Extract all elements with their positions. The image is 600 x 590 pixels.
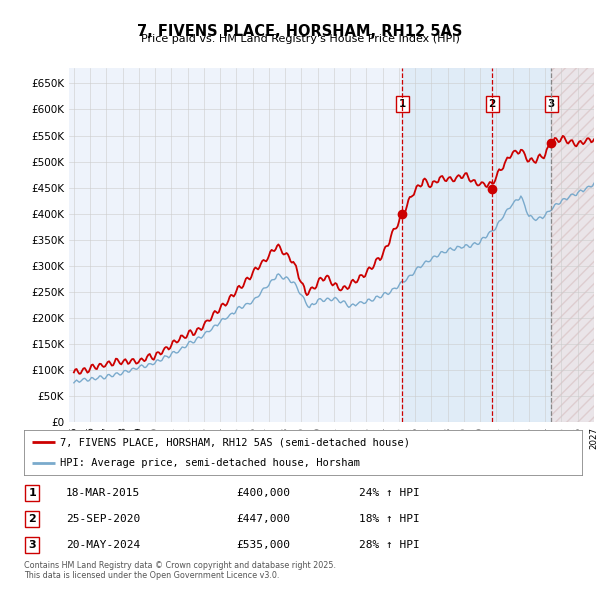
Text: 7, FIVENS PLACE, HORSHAM, RH12 5AS (semi-detached house): 7, FIVENS PLACE, HORSHAM, RH12 5AS (semi…: [60, 437, 410, 447]
Text: 18% ↑ HPI: 18% ↑ HPI: [359, 514, 419, 524]
Text: £535,000: £535,000: [236, 540, 290, 550]
Text: £400,000: £400,000: [236, 487, 290, 497]
Text: 1: 1: [399, 99, 406, 109]
Text: 28% ↑ HPI: 28% ↑ HPI: [359, 540, 419, 550]
Text: 24% ↑ HPI: 24% ↑ HPI: [359, 487, 419, 497]
Bar: [551, 68, 594, 422]
Text: 3: 3: [29, 540, 36, 550]
Text: £447,000: £447,000: [236, 514, 290, 524]
Text: 3: 3: [548, 99, 555, 109]
Text: 2: 2: [488, 99, 496, 109]
Text: HPI: Average price, semi-detached house, Horsham: HPI: Average price, semi-detached house,…: [60, 458, 360, 468]
Bar: [403, 68, 551, 422]
Text: 2: 2: [28, 514, 36, 524]
Text: This data is licensed under the Open Government Licence v3.0.: This data is licensed under the Open Gov…: [24, 571, 280, 579]
Text: Contains HM Land Registry data © Crown copyright and database right 2025.: Contains HM Land Registry data © Crown c…: [24, 561, 336, 570]
Text: 7, FIVENS PLACE, HORSHAM, RH12 5AS: 7, FIVENS PLACE, HORSHAM, RH12 5AS: [137, 24, 463, 38]
Text: 25-SEP-2020: 25-SEP-2020: [66, 514, 140, 524]
Text: 18-MAR-2015: 18-MAR-2015: [66, 487, 140, 497]
Text: Price paid vs. HM Land Registry's House Price Index (HPI): Price paid vs. HM Land Registry's House …: [140, 34, 460, 44]
Text: 1: 1: [28, 487, 36, 497]
Bar: [551, 68, 594, 422]
Text: 20-MAY-2024: 20-MAY-2024: [66, 540, 140, 550]
